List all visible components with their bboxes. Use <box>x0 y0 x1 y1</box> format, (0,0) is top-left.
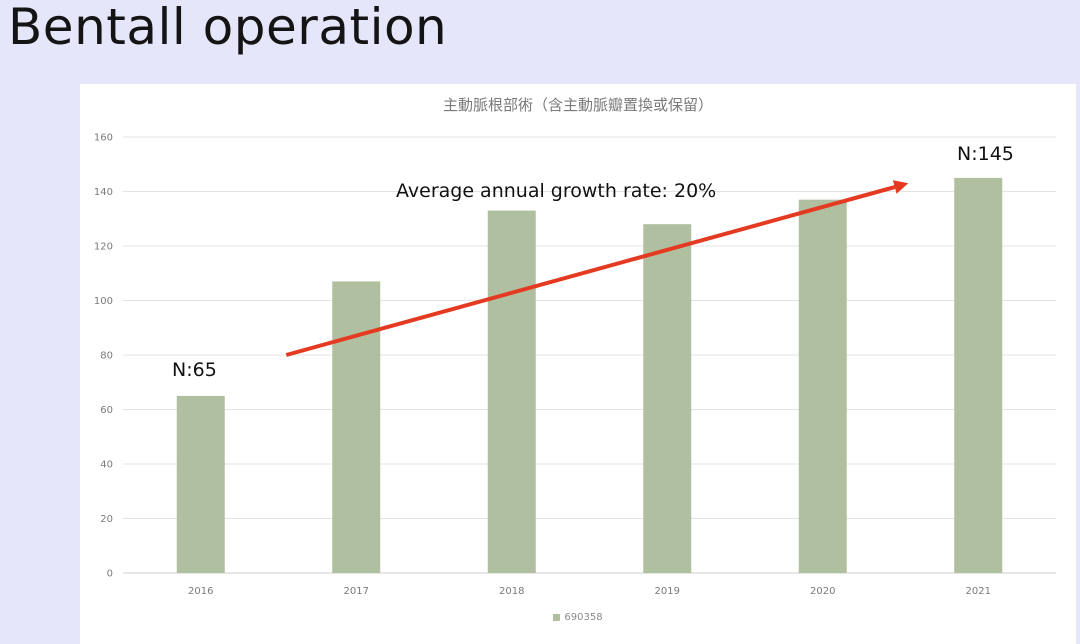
bar-2018 <box>487 210 536 573</box>
bar-2019 <box>643 224 692 573</box>
y-tick-label: 20 <box>100 514 113 525</box>
y-tick-label: 100 <box>94 296 113 307</box>
last-year-count-annotation: N:145 <box>957 143 1014 165</box>
y-tick-label: 0 <box>107 569 113 580</box>
bar-2017 <box>332 281 381 573</box>
trend-arrow-line <box>285 185 896 357</box>
x-tick-label: 2021 <box>966 586 991 597</box>
x-tick-label: 2017 <box>344 586 369 597</box>
y-tick-label: 80 <box>100 351 113 362</box>
bar-2021 <box>954 177 1003 573</box>
growth-rate-annotation: Average annual growth rate: 20% <box>396 180 717 202</box>
legend-label: 690358 <box>564 612 603 623</box>
x-tick-label: 2020 <box>810 586 835 597</box>
y-tick-label: 60 <box>100 405 113 416</box>
x-tick-label: 2019 <box>655 586 680 597</box>
trend-arrow-head <box>892 180 909 194</box>
bar-chart: 0 20 40 60 80 100 120 140 160 2016 2017 2018 2019 202… <box>94 133 1056 597</box>
y-tick-label: 120 <box>94 242 113 253</box>
chart-legend: 690358 <box>80 612 1076 624</box>
y-tick-label: 40 <box>100 460 113 471</box>
slide-title: Bentall operation <box>8 0 448 56</box>
legend-swatch <box>553 614 561 621</box>
x-tick-label: 2018 <box>499 586 524 597</box>
chart-panel: 主動脈根部術（含主動脈瓣置換或保留） 0 20 40 60 80 100 120 140 160… <box>80 84 1076 644</box>
bar-2016 <box>176 395 225 573</box>
x-tick-label: 2016 <box>188 586 213 597</box>
chart-title: 主動脈根部術（含主動脈瓣置換或保留） <box>442 96 713 114</box>
first-year-count-annotation: N:65 <box>172 359 217 381</box>
bar-2020 <box>798 199 847 574</box>
y-tick-label: 140 <box>94 187 113 198</box>
y-tick-label: 160 <box>94 133 113 144</box>
